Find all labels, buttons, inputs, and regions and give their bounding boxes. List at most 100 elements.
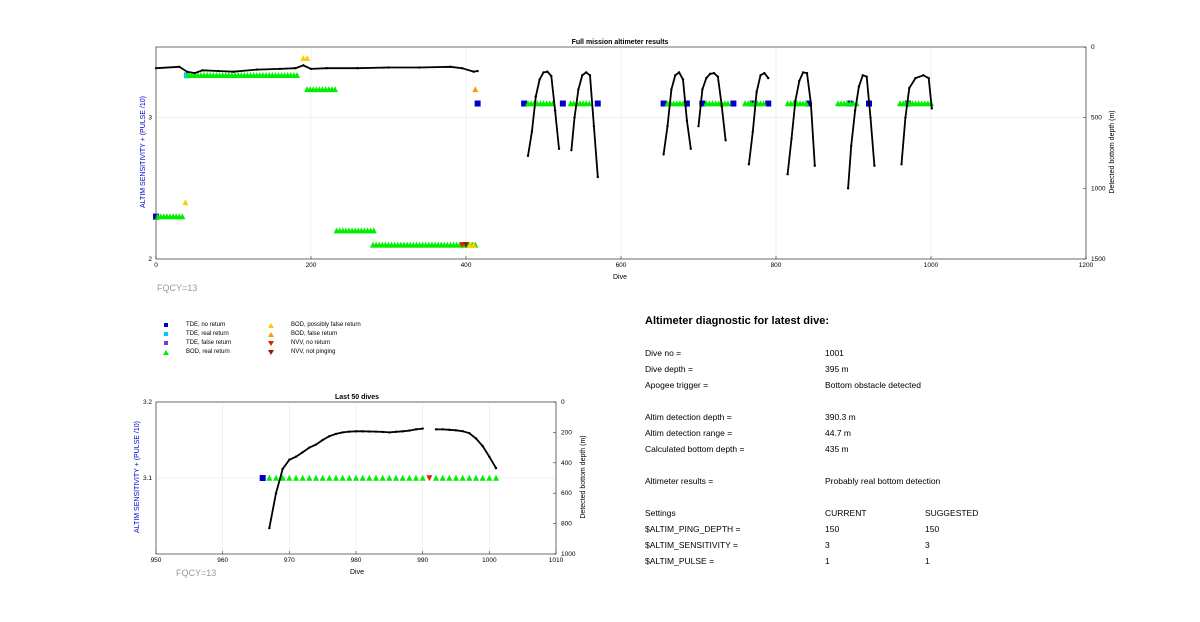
square-marker-icon bbox=[164, 341, 168, 345]
status-marker bbox=[594, 100, 601, 107]
plot-area bbox=[153, 55, 934, 249]
depth-point bbox=[530, 130, 534, 133]
depth-point bbox=[368, 430, 371, 433]
left-axis-label: ALTIM SENSITIVITY + (PULSE /10) bbox=[134, 421, 141, 533]
calc-bottom-value: 435 m bbox=[825, 444, 849, 454]
dive-depth-value: 395 m bbox=[825, 364, 849, 374]
depth-point bbox=[685, 119, 689, 122]
depth-point bbox=[472, 70, 475, 73]
depth-point bbox=[408, 429, 411, 432]
depth-point bbox=[356, 67, 359, 70]
depth-point bbox=[849, 144, 853, 148]
depth-point bbox=[494, 466, 498, 470]
depth-point bbox=[538, 78, 541, 81]
status-marker bbox=[359, 474, 366, 481]
legend-symbol bbox=[160, 332, 172, 336]
status-marker bbox=[760, 100, 767, 107]
status-marker bbox=[273, 474, 279, 481]
status-marker bbox=[373, 474, 379, 481]
depth-line bbox=[786, 71, 816, 175]
depth-point bbox=[922, 74, 925, 77]
depth-point bbox=[321, 438, 324, 442]
depth-point bbox=[550, 74, 553, 78]
depth-point bbox=[573, 116, 576, 119]
left-axis-label: ALTIM SENSITIVITY + (PULSE /10) bbox=[140, 96, 147, 208]
status-marker bbox=[439, 474, 446, 481]
status-marker bbox=[266, 474, 273, 481]
status-marker bbox=[182, 199, 189, 206]
status-marker bbox=[521, 100, 528, 107]
x-tick-label: 980 bbox=[351, 557, 362, 564]
depth-point bbox=[857, 85, 861, 88]
status-marker bbox=[333, 474, 339, 481]
right-tick-label: 600 bbox=[561, 490, 572, 497]
depth-point bbox=[361, 430, 364, 433]
depth-point bbox=[930, 107, 933, 110]
legend-item: TDE, no return bbox=[160, 322, 225, 328]
depth-point bbox=[588, 74, 592, 77]
chart-title: Full mission altimeter results bbox=[572, 39, 669, 46]
legend-item: BOD, real return bbox=[160, 349, 230, 355]
depth-point bbox=[388, 431, 391, 434]
right-tick-label: 1000 bbox=[1091, 185, 1106, 192]
depth-point bbox=[798, 79, 801, 83]
depth-point bbox=[592, 124, 596, 128]
depth-line bbox=[155, 64, 478, 75]
legend-label: BOD, false return bbox=[291, 331, 338, 337]
full-mission-chart: Full mission altimeter results 0 200 400 60… bbox=[140, 39, 1116, 281]
status-marker bbox=[466, 241, 473, 248]
status-marker bbox=[326, 474, 333, 481]
depth-line bbox=[697, 72, 727, 141]
status-marker bbox=[479, 474, 486, 481]
depth-point bbox=[716, 75, 720, 78]
legend-label: BOD, possibly false return bbox=[291, 322, 361, 328]
status-marker bbox=[353, 474, 359, 481]
depth-point bbox=[763, 71, 766, 75]
triangle-up-marker-icon bbox=[268, 331, 274, 337]
depth-point bbox=[374, 430, 378, 433]
depth-point bbox=[288, 458, 291, 461]
status-marker bbox=[306, 474, 313, 481]
depth-point bbox=[927, 76, 930, 80]
legend-item: TDE, real return bbox=[160, 331, 229, 337]
x-tick-label: 960 bbox=[217, 557, 228, 564]
depth-point bbox=[341, 431, 344, 434]
depth-point bbox=[476, 69, 479, 73]
right-tick-label: 1500 bbox=[1091, 256, 1106, 263]
status-marker bbox=[466, 474, 473, 481]
legend-item: TDE, false return bbox=[160, 340, 231, 346]
setting-current: 150 bbox=[825, 524, 840, 534]
depth-point bbox=[542, 71, 545, 74]
x-tick-label: 990 bbox=[417, 557, 428, 564]
depth-point bbox=[488, 455, 491, 458]
apogee-row: Apogee trigger = Bottom obstacle detecte… bbox=[645, 380, 1185, 392]
status-marker bbox=[319, 474, 326, 481]
status-marker bbox=[473, 474, 479, 481]
depth-point bbox=[908, 86, 911, 90]
status-marker bbox=[332, 86, 339, 93]
x-tick-label: 800 bbox=[771, 262, 782, 269]
detect-range-label: Altim detection range = bbox=[645, 428, 733, 438]
status-marker bbox=[259, 475, 266, 481]
status-marker bbox=[419, 474, 426, 481]
depth-point bbox=[461, 429, 464, 433]
depth-point bbox=[813, 164, 816, 167]
right-tick-label: 0 bbox=[1091, 44, 1095, 51]
legend-symbol bbox=[265, 340, 277, 346]
detect-depth-row: Altim detection depth = 390.3 m bbox=[645, 412, 1185, 424]
suggested-header: SUGGESTED bbox=[925, 508, 979, 518]
depth-point bbox=[178, 65, 181, 68]
legend-item: NVV, no return bbox=[265, 340, 330, 346]
depth-point bbox=[666, 124, 669, 128]
right-tick-label: 1000 bbox=[561, 551, 576, 558]
status-marker bbox=[399, 474, 406, 481]
left-tick-label: 3.1 bbox=[143, 475, 152, 482]
dive-no-row: Dive no = 1001 bbox=[645, 348, 1185, 360]
depth-point bbox=[697, 124, 700, 128]
detect-range-row: Altim detection range = 44.7 m bbox=[645, 428, 1185, 440]
depth-point bbox=[328, 435, 331, 438]
legend-item: BOD, false return bbox=[265, 331, 337, 337]
depth-point bbox=[268, 526, 271, 530]
setting-suggested: 150 bbox=[925, 524, 940, 534]
depth-point bbox=[394, 430, 398, 433]
